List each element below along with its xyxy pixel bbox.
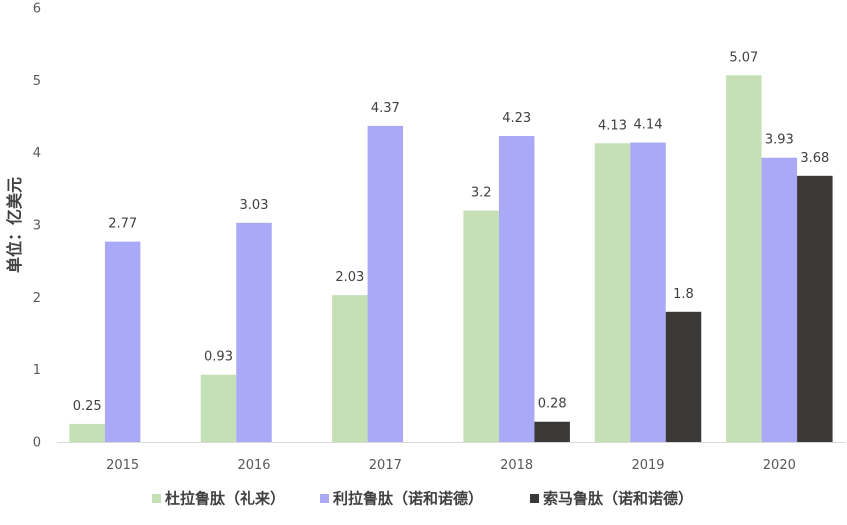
legend: 杜拉鲁肽（礼来） 利拉鲁肽（诺和诺德） 索马鲁肽（诺和诺德）: [152, 490, 693, 508]
y-axis: 0 1 2 3 4 5 6: [33, 2, 41, 451]
bar: [463, 210, 499, 442]
x-tick-label: 2018: [500, 458, 533, 473]
y-axis-title: 单位：亿美元: [5, 177, 24, 273]
x-tick-label: 2019: [631, 458, 664, 473]
x-tick-label: 2016: [237, 458, 270, 473]
data-label: 4.13: [598, 118, 627, 133]
legend-swatch: [152, 494, 161, 503]
data-labels: 0.25 0.93 2.03 3.2 4.13 5.07 2.77 3.03 4.37 4.23 4…: [73, 50, 830, 414]
legend-swatch: [320, 494, 329, 503]
x-tick-label: 2020: [763, 458, 796, 473]
y-tick-label: 5: [33, 74, 41, 89]
bar: [726, 75, 762, 443]
bar: [630, 142, 666, 443]
x-axis: 2015 2016 2017 2018 2019 2020: [106, 458, 796, 473]
legend-label: 索马鲁肽（诺和诺德）: [543, 490, 693, 508]
data-label: 2.03: [335, 270, 364, 285]
data-label: 3.68: [800, 151, 829, 166]
data-label: 3.03: [240, 198, 269, 213]
bar: [797, 175, 833, 442]
data-label: 0.25: [73, 399, 102, 414]
legend-label: 利拉鲁肽（诺和诺德）: [333, 490, 483, 508]
bars: [69, 75, 833, 443]
data-label: 3.2: [471, 186, 492, 201]
bar: [104, 241, 141, 442]
bar: [200, 374, 237, 442]
data-label: 4.37: [371, 101, 400, 116]
bar: [367, 125, 404, 443]
bar: [594, 143, 631, 442]
bar: [761, 157, 798, 443]
data-label: 3.93: [765, 133, 794, 148]
bar: [498, 136, 535, 442]
data-label: 4.14: [634, 118, 663, 133]
bar: [332, 295, 368, 442]
x-tick-label: 2015: [106, 458, 139, 473]
y-tick-label: 1: [33, 363, 41, 378]
x-tick-label: 2017: [369, 458, 402, 473]
data-label: 2.77: [108, 217, 137, 232]
bar: [534, 421, 570, 442]
y-tick-label: 6: [33, 2, 41, 17]
data-label: 0.28: [538, 397, 567, 412]
bar: [665, 311, 702, 442]
y-tick-label: 2: [33, 291, 41, 306]
y-tick-label: 3: [33, 219, 41, 234]
legend-label: 杜拉鲁肽（礼来）: [165, 490, 285, 508]
data-label: 0.93: [204, 350, 233, 365]
data-label: 5.07: [729, 50, 758, 65]
bar: [236, 222, 272, 442]
data-label: 4.23: [502, 111, 531, 126]
y-tick-label: 0: [33, 436, 41, 451]
legend-swatch: [530, 494, 539, 503]
bar: [69, 423, 105, 442]
y-tick-label: 4: [33, 146, 41, 161]
data-label: 1.8: [673, 287, 694, 302]
